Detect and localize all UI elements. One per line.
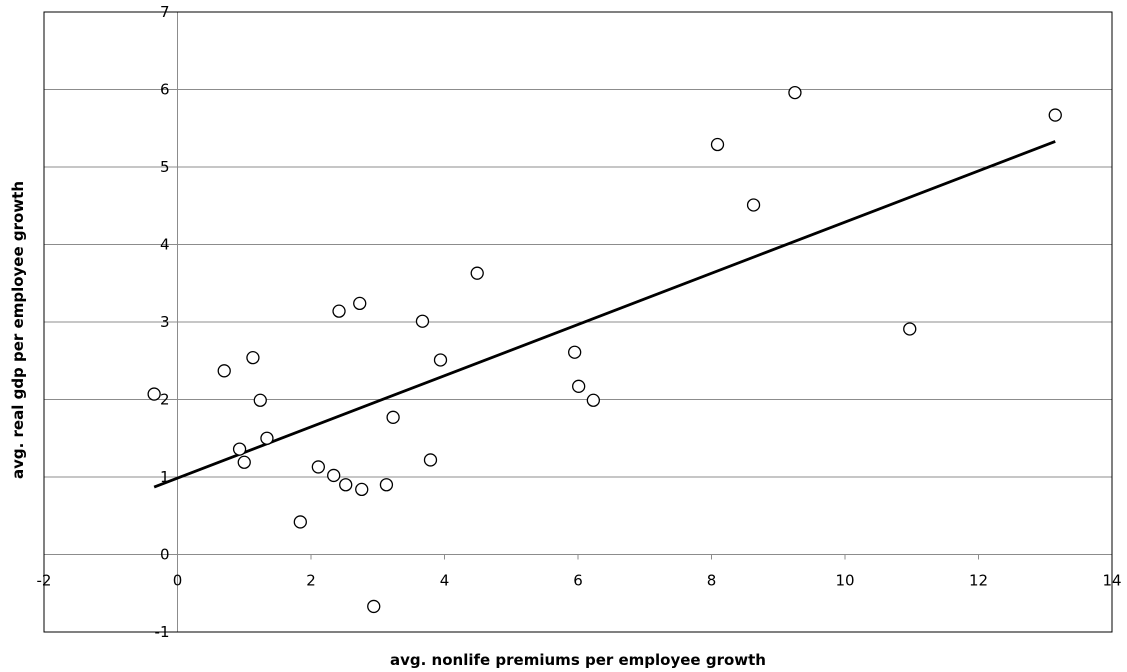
data-point: [232, 442, 247, 456]
data-point: [217, 364, 231, 378]
data-point: [237, 455, 251, 469]
data-point: [470, 266, 484, 280]
y-tick-label: 3: [160, 313, 170, 331]
data-point: [253, 393, 267, 407]
grid-lines: [44, 89, 1112, 555]
data-point: [386, 410, 400, 424]
data-point: [379, 478, 394, 492]
y-tick-label: 5: [160, 158, 170, 176]
data-point: [260, 431, 274, 445]
data-point: [415, 314, 430, 328]
x-axis-label: avg. nonlife premiums per employee growt…: [390, 651, 766, 669]
y-tick-label: 4: [160, 236, 170, 254]
x-tick-label: 6: [573, 572, 583, 590]
x-tick-labels: -2 0 2 4 6 8 10 12 14: [37, 572, 1122, 590]
data-point: [586, 393, 601, 407]
data-point: [246, 350, 260, 365]
data-point: [746, 198, 761, 212]
data-point: [568, 345, 582, 359]
data-points: [147, 85, 1062, 614]
y-tick-label: 6: [160, 81, 170, 99]
data-point: [293, 515, 307, 529]
data-point: [327, 468, 341, 483]
data-point: [903, 322, 917, 336]
x-tick-label: 0: [173, 572, 183, 590]
data-point: [572, 379, 586, 393]
data-point: [433, 353, 448, 367]
y-tick-label: 0: [160, 546, 170, 564]
y-tick-label: 2: [160, 391, 170, 409]
y-tick-label: 1: [160, 468, 170, 486]
x-tick-label: 10: [835, 572, 854, 590]
data-point: [355, 482, 369, 497]
plot-frame: [43, 11, 1113, 633]
trendline-group: [153, 140, 1056, 489]
x-tick-label: 12: [969, 572, 988, 590]
data-point: [339, 478, 353, 492]
data-point: [1048, 108, 1062, 122]
trendline: [153, 140, 1056, 489]
data-point: [332, 304, 346, 318]
x-tick-label: 2: [306, 572, 316, 590]
data-point: [147, 387, 161, 401]
y-axis-label: avg. real gdp per employee growth: [9, 181, 27, 479]
data-point: [788, 85, 802, 100]
data-point: [423, 453, 438, 467]
data-point: [353, 296, 367, 311]
data-point: [311, 460, 325, 474]
x-tick-label: 8: [707, 572, 717, 590]
data-point: [710, 137, 725, 152]
x-tick-label: 4: [440, 572, 450, 590]
data-point: [367, 599, 381, 614]
axes: [43, 11, 1113, 633]
